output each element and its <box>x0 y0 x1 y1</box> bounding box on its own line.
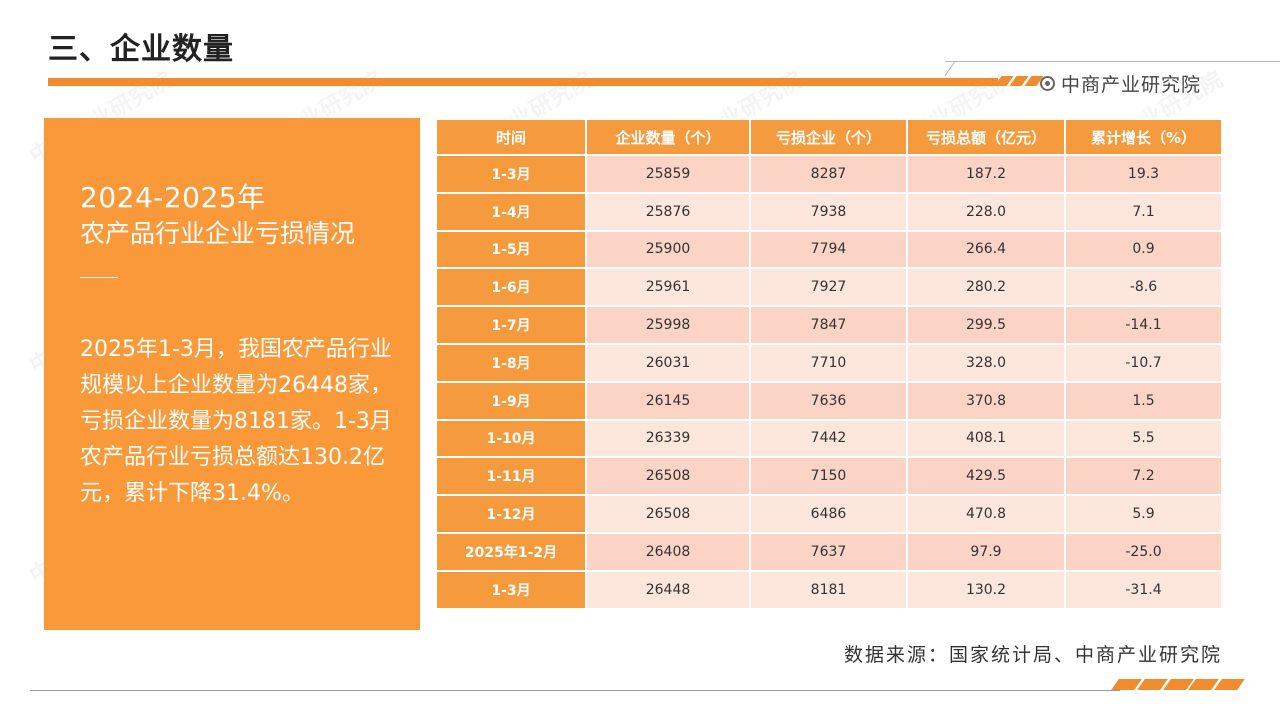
cell-enterprise-count: 26508 <box>585 456 751 497</box>
cell-loss-enterprises: 7636 <box>749 380 908 421</box>
cell-enterprise-count: 26508 <box>585 494 751 534</box>
summary-panel: 2024-2025年 农产品行业企业亏损情况 2025年1-3月，我国农产品行业… <box>44 118 420 630</box>
cell-cumulative-growth: 19.3 <box>1064 154 1223 194</box>
cell-loss-enterprises: 7927 <box>749 267 908 308</box>
cell-time: 1-5月 <box>435 229 587 270</box>
table-header-row: 时间 企业数量（个） 亏损企业（个） 亏损总额（亿元） 累计增长（%） <box>435 118 1223 156</box>
cell-total-loss: 408.1 <box>906 418 1066 459</box>
table-row: 1-4月 25876 7938 228.0 7.1 <box>435 191 1223 232</box>
decorative-diagonal-line <box>944 61 956 77</box>
table-row: 1-6月 25961 7927 280.2 -8.6 <box>435 267 1223 308</box>
cell-time: 1-6月 <box>435 267 587 308</box>
title-underline-bar <box>48 78 998 86</box>
cell-enterprise-count: 26339 <box>585 418 751 459</box>
cell-enterprise-count: 25859 <box>585 154 751 194</box>
cell-enterprise-count: 25998 <box>585 305 751 345</box>
cell-total-loss: 228.0 <box>906 191 1066 232</box>
cell-enterprise-count: 25876 <box>585 191 751 232</box>
cell-cumulative-growth: 5.5 <box>1064 418 1223 459</box>
cell-total-loss: 328.0 <box>906 342 1066 383</box>
cell-loss-enterprises: 8287 <box>749 154 908 194</box>
cell-time: 2025年1-2月 <box>435 531 587 572</box>
header-loss-enterprises: 亏损企业（个） <box>749 118 908 156</box>
cell-loss-enterprises: 7710 <box>749 342 908 383</box>
cell-cumulative-growth: -8.6 <box>1064 267 1223 308</box>
data-source: 数据来源：国家统计局、中商产业研究院 <box>843 644 1222 666</box>
table-row: 1-12月 26508 6486 470.8 5.9 <box>435 494 1223 534</box>
cell-enterprise-count: 25900 <box>585 229 751 270</box>
cell-cumulative-growth: 1.5 <box>1064 380 1223 421</box>
cell-total-loss: 429.5 <box>906 456 1066 497</box>
table-row: 1-7月 25998 7847 299.5 -14.1 <box>435 305 1223 345</box>
table-row: 1-11月 26508 7150 429.5 7.2 <box>435 456 1223 497</box>
cell-total-loss: 370.8 <box>906 380 1066 421</box>
cell-total-loss: 97.9 <box>906 531 1066 572</box>
cell-time: 1-10月 <box>435 418 587 459</box>
brand-name: 中商产业研究院 <box>1061 74 1202 96</box>
cell-loss-enterprises: 7847 <box>749 305 908 345</box>
cell-total-loss: 266.4 <box>906 229 1066 270</box>
cell-time: 1-12月 <box>435 494 587 534</box>
header-cumulative-growth: 累计增长（%） <box>1064 118 1223 156</box>
cell-time: 1-3月 <box>435 569 587 610</box>
table-row: 1-3月 26448 8181 130.2 -31.4 <box>435 569 1223 610</box>
cell-loss-enterprises: 7442 <box>749 418 908 459</box>
table-row: 1-8月 26031 7710 328.0 -10.7 <box>435 342 1223 383</box>
cell-cumulative-growth: -14.1 <box>1064 305 1223 345</box>
cell-enterprise-count: 25961 <box>585 267 751 308</box>
cell-total-loss: 130.2 <box>906 569 1066 610</box>
table-row: 1-10月 26339 7442 408.1 5.5 <box>435 418 1223 459</box>
cell-enterprise-count: 26145 <box>585 380 751 421</box>
page-title: 三、企业数量 <box>48 32 234 67</box>
cell-cumulative-growth: -10.7 <box>1064 342 1223 383</box>
bottom-decorative-stripes <box>1111 679 1245 690</box>
cell-time: 1-8月 <box>435 342 587 383</box>
panel-subtitle: 农产品行业企业亏损情况 <box>80 219 356 248</box>
panel-year: 2024-2025年 <box>80 181 266 214</box>
cell-time: 1-7月 <box>435 305 587 345</box>
header-time: 时间 <box>435 118 587 156</box>
cell-cumulative-growth: -25.0 <box>1064 531 1223 572</box>
decorative-top-line <box>945 61 1280 62</box>
cell-cumulative-growth: 7.1 <box>1064 191 1223 232</box>
decorative-stripes <box>994 76 1044 86</box>
cell-time: 1-9月 <box>435 380 587 421</box>
cell-total-loss: 280.2 <box>906 267 1066 308</box>
header-enterprise-count: 企业数量（个） <box>585 118 751 156</box>
cell-total-loss: 299.5 <box>906 305 1066 345</box>
cell-cumulative-growth: 5.9 <box>1064 494 1223 534</box>
cell-total-loss: 187.2 <box>906 154 1066 194</box>
cell-loss-enterprises: 8181 <box>749 569 908 610</box>
table-body: 1-3月 25859 8287 187.2 19.3 1-4月 25876 7938 228.0… <box>435 154 1223 610</box>
cell-loss-enterprises: 7938 <box>749 191 908 232</box>
cell-cumulative-growth: 7.2 <box>1064 456 1223 497</box>
cell-total-loss: 470.8 <box>906 494 1066 534</box>
cell-enterprise-count: 26408 <box>585 531 751 572</box>
loss-data-table: 时间 企业数量（个） 亏损企业（个） 亏损总额（亿元） 累计增长（%） 1-3月… <box>435 118 1223 610</box>
cell-time: 1-4月 <box>435 191 587 232</box>
cell-enterprise-count: 26448 <box>585 569 751 610</box>
cell-cumulative-growth: 0.9 <box>1064 229 1223 270</box>
table-row: 1-9月 26145 7636 370.8 1.5 <box>435 380 1223 421</box>
cell-time: 1-3月 <box>435 154 587 194</box>
panel-description: 2025年1-3月，我国农产品行业规模以上企业数量为26448家，亏损企业数量为… <box>80 337 392 506</box>
panel-divider <box>80 277 118 278</box>
bottom-divider <box>30 690 1120 691</box>
table-row: 2025年1-2月 26408 7637 97.9 -25.0 <box>435 531 1223 572</box>
cell-loss-enterprises: 6486 <box>749 494 908 534</box>
brand-logo: 中商产业研究院 <box>1040 70 1201 97</box>
cell-loss-enterprises: 7794 <box>749 229 908 270</box>
cell-loss-enterprises: 7150 <box>749 456 908 497</box>
cell-time: 1-11月 <box>435 456 587 497</box>
table-row: 1-3月 25859 8287 187.2 19.3 <box>435 154 1223 194</box>
target-icon <box>1040 76 1055 91</box>
cell-cumulative-growth: -31.4 <box>1064 569 1223 610</box>
cell-loss-enterprises: 7637 <box>749 531 908 572</box>
header-total-loss: 亏损总额（亿元） <box>906 118 1066 156</box>
table-row: 1-5月 25900 7794 266.4 0.9 <box>435 229 1223 270</box>
cell-enterprise-count: 26031 <box>585 342 751 383</box>
